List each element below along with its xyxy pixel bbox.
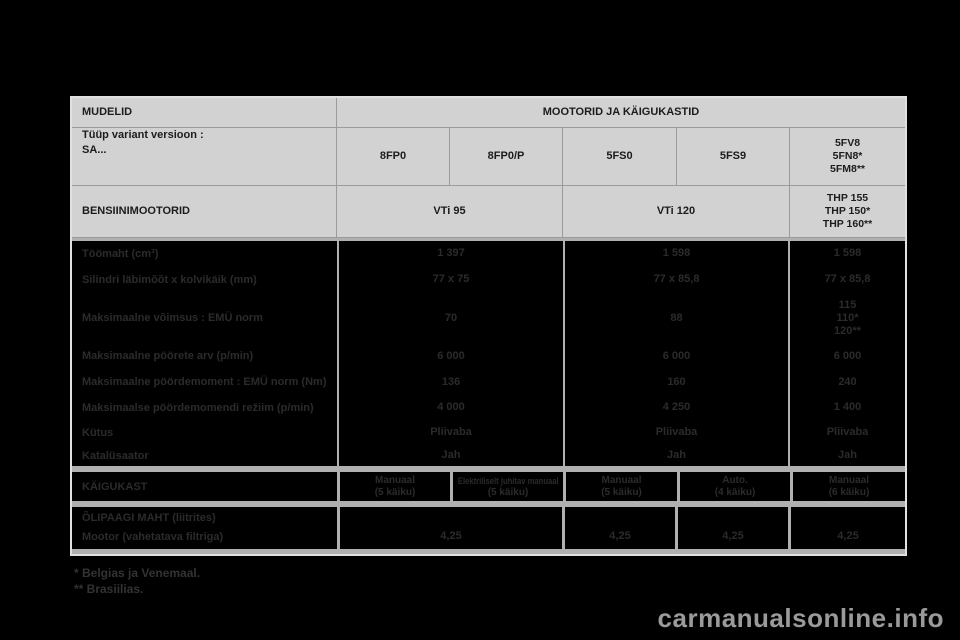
spec-row-label: Kütus xyxy=(82,426,114,439)
oil-value-cell: 4,25 xyxy=(337,507,562,549)
gearbox-section: KÄIGUKAST Manuaal (5 käiku) Elektrilisel… xyxy=(72,466,905,507)
type-variant-sub: SA... xyxy=(82,144,107,156)
footnote: ** Brasiilias. xyxy=(74,582,144,596)
type-variant-cell: Tüüp variant versioon : SA... xyxy=(72,128,337,186)
spec-value-cell: 136 xyxy=(337,369,563,395)
type-variant-label: Tüüp variant versioon : xyxy=(82,129,204,141)
spec-row-label: Katalüsaator xyxy=(82,449,149,462)
watermark: carmanualsonline.info xyxy=(657,603,944,633)
oil-capacity-section: ÕLIPAAGI MAHT (liitrites) Mootor (vaheta… xyxy=(72,507,905,554)
spec-value-cell: 77 x 75 xyxy=(337,266,563,293)
oil-capacity-labels: ÕLIPAAGI MAHT (liitrites) Mootor (vaheta… xyxy=(72,507,337,549)
spec-value-cell: 240 xyxy=(788,369,905,395)
oil-value-cell: 4,25 xyxy=(675,507,788,549)
variant-code-cell: 5FS0 xyxy=(563,128,677,186)
spec-value-cell: 115 110* 120** xyxy=(788,293,905,343)
variant-code-cell: 5FS9 xyxy=(677,128,790,186)
spec-value-cell: Jah xyxy=(337,445,563,466)
engine-name-multi-cell: THP 155 THP 150* THP 160** xyxy=(790,186,905,238)
variant-code-multi-cell: 5FV8 5FN8* 5FM8** xyxy=(790,128,905,186)
spec-value-cell: 1 598 xyxy=(788,241,905,266)
gearbox-cell: Manuaal (5 käiku) xyxy=(563,472,677,501)
spec-value-cell: 6 000 xyxy=(563,343,788,369)
spec-value-cell: 160 xyxy=(563,369,788,395)
spec-body: Töömaht (cm³) 1 397 1 598 1 598 Silindri… xyxy=(72,238,905,466)
engine-name-cell: VTi 95 xyxy=(337,186,563,238)
spec-value-cell: 4 000 xyxy=(337,395,563,420)
engine-name-cell: VTi 120 xyxy=(563,186,790,238)
gearbox-cell: Elektriliselt juhitav manuaal (5 käiku) xyxy=(450,472,563,501)
models-header-cell: MUDELID xyxy=(72,98,337,128)
variant-code-cell: 8FP0 xyxy=(337,128,450,186)
spec-row-label: Töömaht (cm³) xyxy=(82,247,159,260)
footnote: * Belgias ja Venemaal. xyxy=(74,566,201,580)
spec-value-cell: Pliivaba xyxy=(563,420,788,445)
petrol-engines-cell: BENSIINIMOOTORID xyxy=(72,186,337,238)
spec-row-label: Maksimaalse pöördemomendi režiim (p/min) xyxy=(82,401,314,414)
spec-value-cell: 1 598 xyxy=(563,241,788,266)
gearbox-cell: Auto. (4 käiku) xyxy=(677,472,790,501)
spec-value-cell: 70 xyxy=(337,293,563,343)
spec-value-cell: 77 x 85,8 xyxy=(563,266,788,293)
spec-value-cell: 4 250 xyxy=(563,395,788,420)
spec-value-cell: Pliivaba xyxy=(788,420,905,445)
spec-row-label: Maksimaalne võimsus : EMÜ norm xyxy=(82,312,263,324)
gearbox-cell: Manuaal (5 käiku) xyxy=(337,472,450,501)
spec-value-cell: Jah xyxy=(788,445,905,466)
oil-value-cell: 4,25 xyxy=(562,507,675,549)
spec-row-label: Silindri läbimõõt x kolvikäik (mm) xyxy=(82,273,257,286)
spec-value-cell: Pliivaba xyxy=(337,420,563,445)
oil-capacity-title: ÕLIPAAGI MAHT (liitrites) xyxy=(82,512,216,524)
gearbox-cell: Manuaal (6 käiku) xyxy=(790,472,905,501)
variant-code-cell: 8FP0/P xyxy=(450,128,563,186)
engine-spec-table: MUDELID MOOTORID JA KÄIGUKASTID Tüüp var… xyxy=(72,98,905,554)
oil-capacity-row-label: Mootor (vahetatava filtriga) xyxy=(82,531,224,543)
table-header: MUDELID MOOTORID JA KÄIGUKASTID Tüüp var… xyxy=(72,98,905,238)
spec-value-cell: 88 xyxy=(563,293,788,343)
spec-value-cell: 1 397 xyxy=(337,241,563,266)
spec-value-cell: 1 400 xyxy=(788,395,905,420)
spec-value-cell: 6 000 xyxy=(788,343,905,369)
footnotes: * Belgias ja Venemaal. ** Brasiilias. xyxy=(74,565,200,597)
spec-value-cell: Jah xyxy=(563,445,788,466)
spec-value-cell: 77 x 85,8 xyxy=(788,266,905,293)
spec-row-label: Maksimaalne pöördemoment : EMÜ norm (Nm) xyxy=(82,376,327,388)
spec-value-cell: 6 000 xyxy=(337,343,563,369)
oil-value-cell: 4,25 xyxy=(788,507,905,549)
spec-row-label: Maksimaalne pöörete arv (p/min) xyxy=(82,350,254,362)
engines-gearboxes-header-cell: MOOTORID JA KÄIGUKASTID xyxy=(337,98,905,128)
gearbox-label: KÄIGUKAST xyxy=(82,480,148,493)
